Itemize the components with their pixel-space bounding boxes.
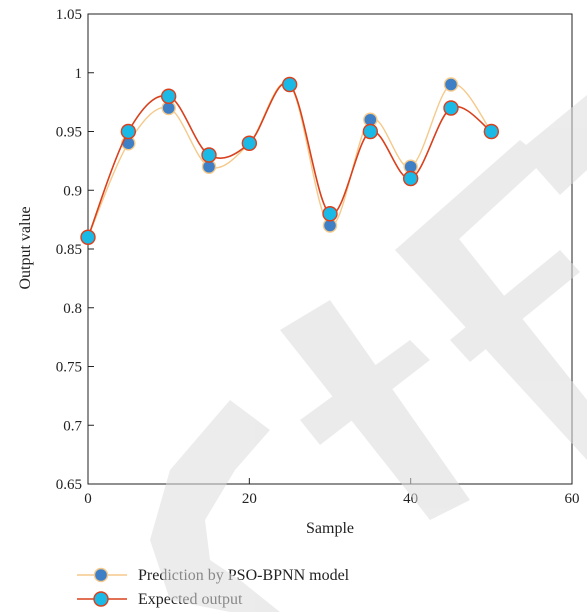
plot-area: [80, 13, 573, 485]
legend-label-1: Prediction by PSO-BPNN model: [138, 567, 350, 584]
series-2-point: [362, 123, 379, 140]
series-2-point: [281, 76, 298, 93]
y-tick-label: 0.75: [56, 360, 82, 376]
y-tick-label: 0.7: [63, 418, 82, 434]
series-2-point: [120, 123, 137, 140]
y-tick-label: 0.85: [56, 242, 82, 258]
legend: Prediction by PSO-BPNN model Expected out…: [77, 567, 350, 608]
series-line-2: [87, 82, 492, 238]
legend-marker-2: [93, 591, 109, 607]
series-2-point: [241, 135, 258, 151]
series-2-point: [483, 123, 500, 140]
series-2-point: [80, 229, 96, 245]
axis-ticks: 0 20 40 60 0.65 0.7 0.75 0.8 0.85 0.9 0.95 1 1.05: [56, 7, 580, 507]
plot-frame: [87, 13, 573, 485]
series-line-1: [87, 81, 492, 238]
y-tick-label: 0.9: [63, 183, 82, 199]
y-tick-label: 0.95: [56, 125, 82, 141]
legend-marker-1: [93, 567, 109, 583]
y-tick-label: 1: [75, 66, 83, 82]
x-axis-label: Sample: [306, 520, 354, 537]
legend-label-2: Expected output: [138, 591, 243, 608]
x-tick-label: 40: [403, 491, 418, 507]
x-tick-label: 60: [565, 491, 580, 507]
series-2-point: [160, 88, 177, 104]
series-2-point: [322, 206, 338, 222]
series-1-point: [443, 77, 459, 92]
series-2-point: [201, 147, 217, 163]
y-axis-label: Output value: [17, 206, 34, 289]
y-tick-label: 1.05: [56, 7, 82, 23]
series-2-point: [443, 100, 459, 116]
series-2-point: [402, 170, 419, 187]
x-tick-label: 20: [242, 491, 257, 507]
x-tick-label: 0: [84, 491, 92, 507]
y-tick-label: 0.8: [63, 301, 82, 317]
y-tick-label: 0.65: [56, 477, 82, 493]
